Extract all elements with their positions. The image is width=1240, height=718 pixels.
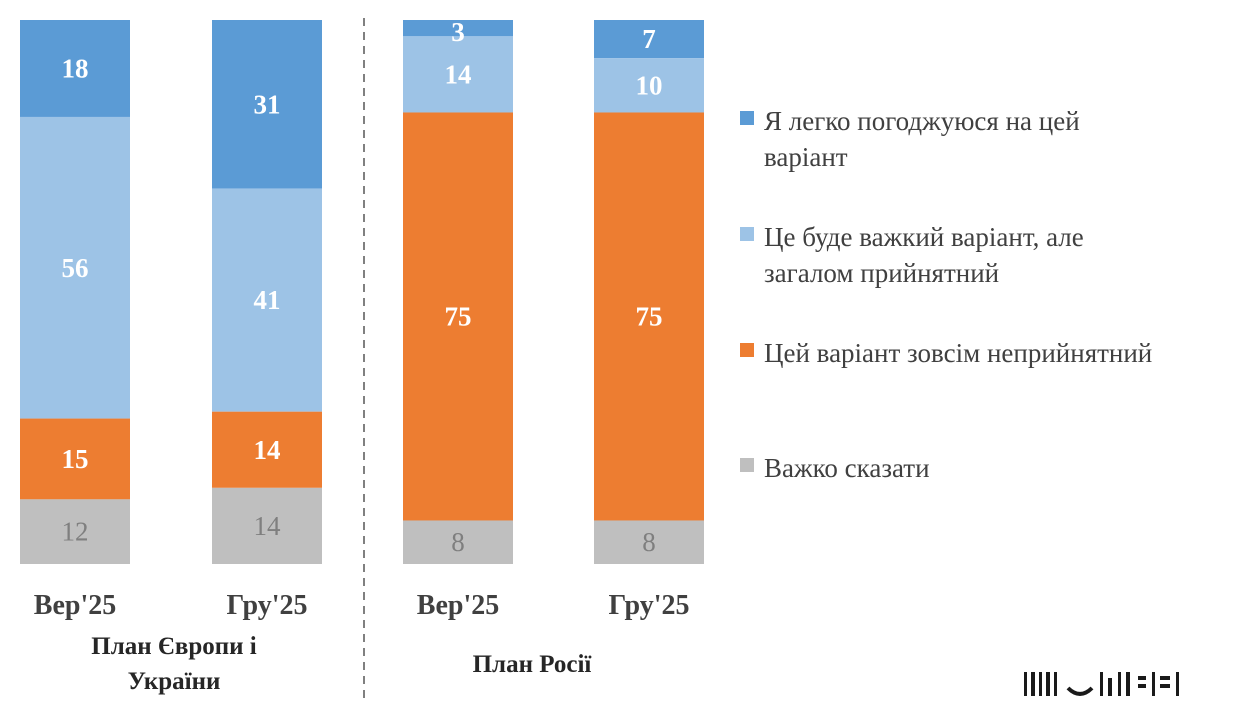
bar-segment-easy-agree-2 [212,20,322,189]
data-label: 56 [62,253,89,283]
data-label: 14 [254,435,281,465]
bars-layer [20,20,704,564]
legend-entry: Це буде важкий варіант, але загалом прийн… [764,222,1084,288]
legend: Я легко погоджуюся на цей варіант Це буде … [740,106,1152,483]
data-label: 15 [62,444,89,474]
legend-entry: Я легко погоджуюся на цей варіант [764,106,1080,172]
data-label: 14 [254,511,282,541]
segment-labels-layer: 18 56 15 12 31 41 14 14 3 14 75 8 7 10 75 8 [62,17,663,557]
bar-segment-unacceptable-1 [20,418,130,500]
data-label: 14 [445,59,472,89]
data-label: 12 [62,517,89,547]
bar-segment-hard-acceptable-1 [20,116,130,419]
bar-segment-hard-to-say-1 [20,499,130,564]
data-label: 75 [445,301,472,331]
legend-swatch [740,343,754,357]
bar-segment-hard-to-say-3 [403,520,513,564]
category-label: Гру'25 [608,590,689,621]
bar-segment-unacceptable-3 [403,112,513,521]
bar-segment-easy-agree-4 [594,20,704,59]
legend-swatch [740,458,754,472]
group-label: План Росії [473,651,593,678]
group-label: План Європи і України [91,633,257,695]
bar-segment-hard-acceptable-2 [212,188,322,412]
bar-segment-unacceptable-2 [212,411,322,488]
data-label: 7 [642,24,656,54]
legend-swatch [740,111,754,125]
data-label: 3 [451,17,465,47]
legend-swatch [740,227,754,241]
barcode-watermark-icon [1024,672,1179,696]
data-label: 75 [636,301,663,331]
bar-segment-unacceptable-4 [594,112,704,521]
bar-segment-hard-acceptable-4 [594,58,704,113]
category-labels-layer: Вер'25 Гру'25 Вер'25 Гру'25 [34,590,690,621]
category-label: Гру'25 [226,590,307,621]
data-label: 10 [636,70,663,100]
legend-entry: Цей варіант зовсім неприйнятний [764,338,1152,368]
data-label: 41 [254,285,281,315]
category-label: Вер'25 [34,590,116,621]
data-label: 18 [62,53,89,83]
bar-segment-hard-to-say-4 [594,520,704,564]
data-label: 8 [451,527,465,557]
bar-segment-hard-to-say-2 [212,487,322,564]
legend-entry: Важко сказати [764,453,930,483]
bar-segment-hard-acceptable-3 [403,36,513,113]
data-label: 31 [254,89,281,119]
group-labels-layer: План Європи і України План Росії [91,633,592,695]
bar-segment-easy-agree-1 [20,20,130,117]
category-label: Вер'25 [417,590,499,621]
data-label: 8 [642,527,656,557]
bar-segment-easy-agree-3 [403,20,513,37]
